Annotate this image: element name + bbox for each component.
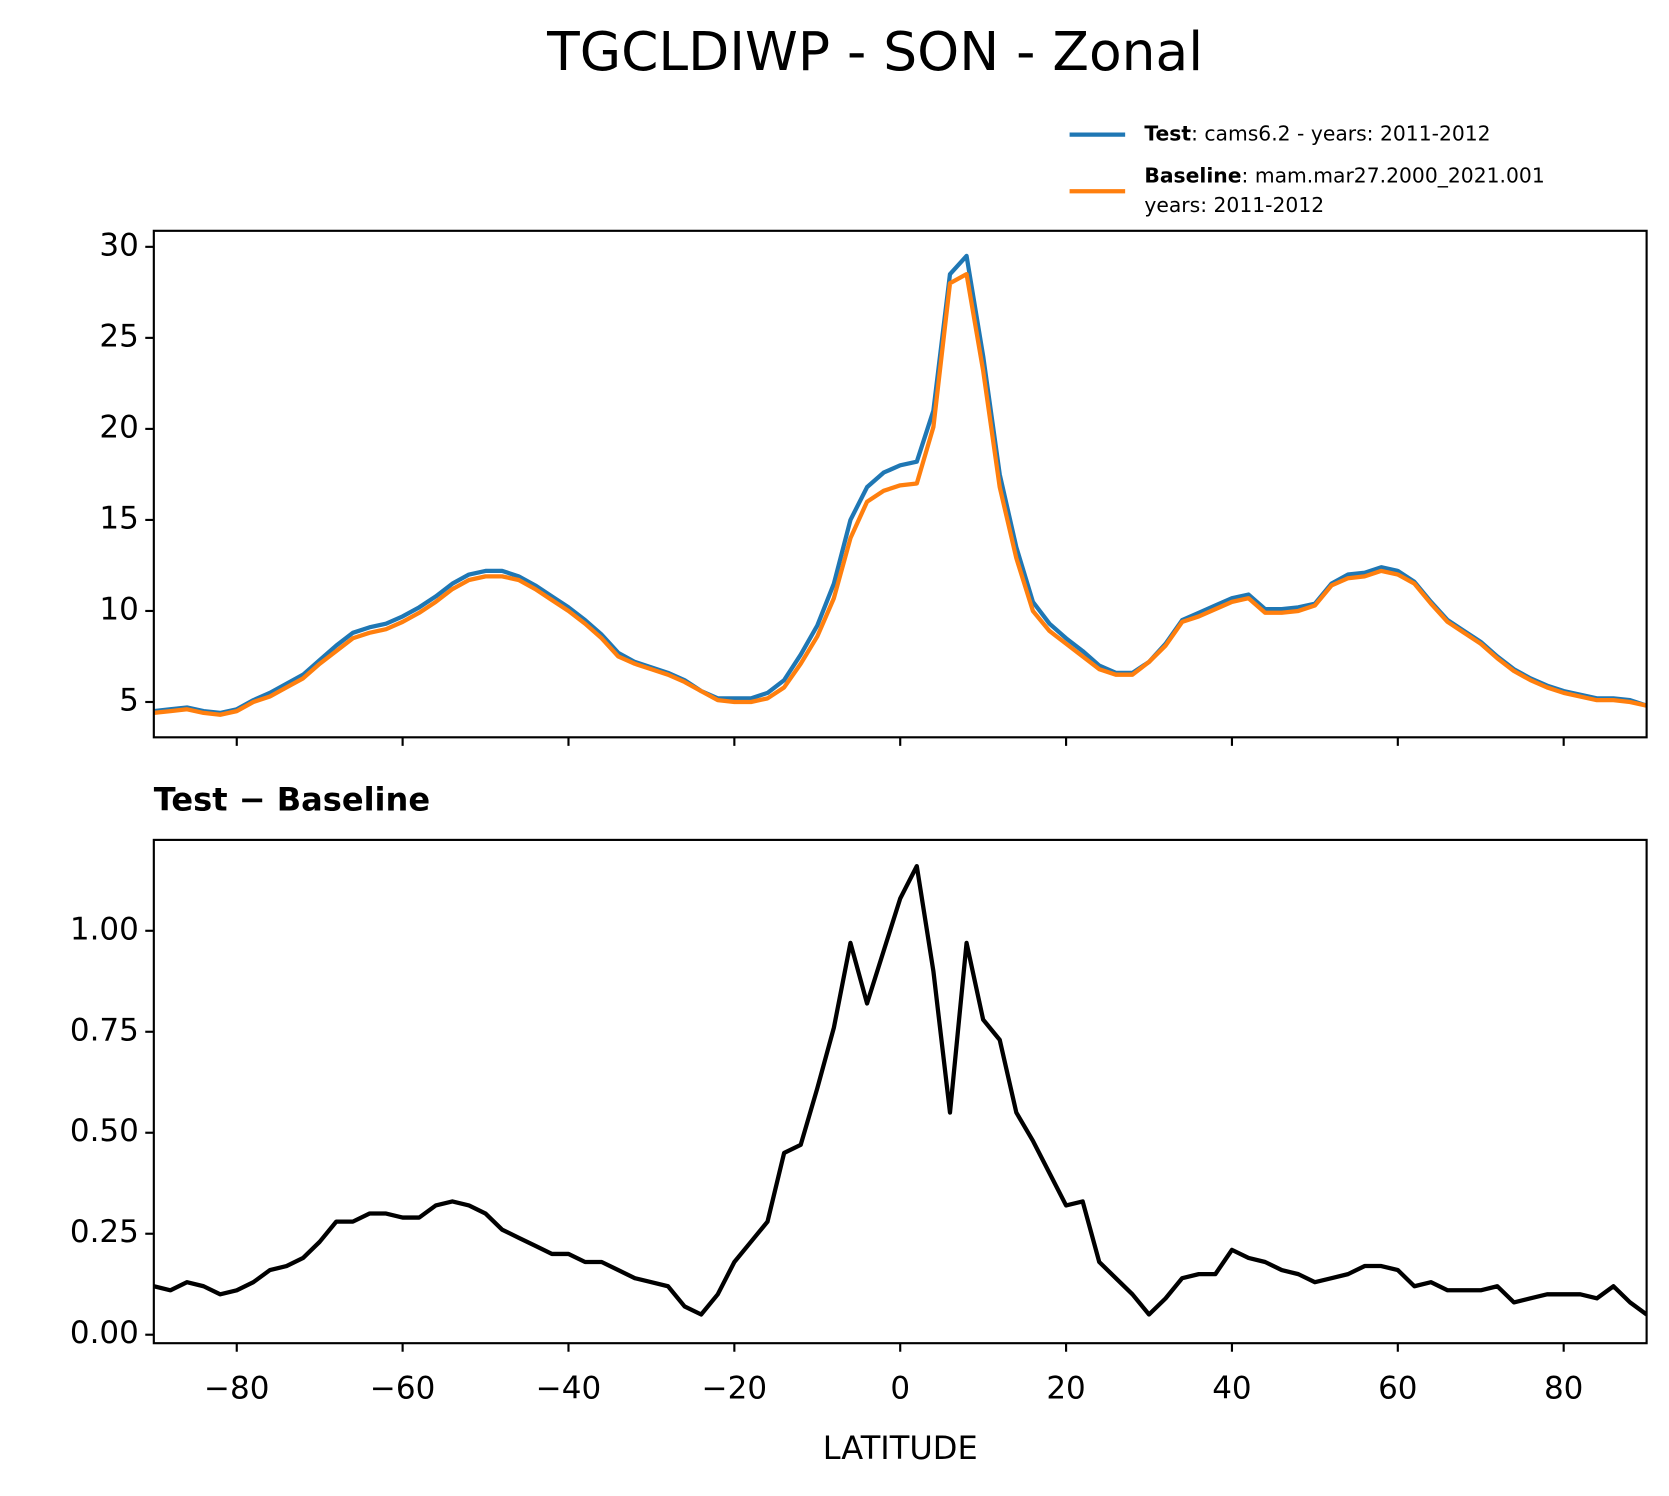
y-tick-label: 0.50	[70, 1113, 139, 1149]
series-line	[153, 864, 1647, 1317]
x-tick-label: −80	[204, 1371, 269, 1407]
x-tick-label: 40	[1212, 1371, 1251, 1407]
y-tick-label: 1.00	[70, 911, 139, 947]
y-tick-label: 0.25	[70, 1214, 139, 1250]
x-tick-label: 80	[1544, 1371, 1583, 1407]
x-tick-label: −60	[370, 1371, 435, 1407]
legend-entry: Test: cams6.2 - years: 2011-2012	[1144, 122, 1490, 146]
y-tick-label: 15	[99, 500, 138, 536]
y-tick-label: 30	[99, 227, 138, 263]
legend-entry: Baseline: mam.mar27.2000_2021.001	[1144, 163, 1544, 188]
legend-name: Test	[1144, 122, 1191, 146]
legend-label: years: 2011-2012	[1144, 193, 1324, 217]
legend-label: : mam.mar27.2000_2021.001	[1242, 163, 1545, 188]
y-tick-label: 0.00	[70, 1315, 139, 1351]
x-tick-label: 0	[890, 1371, 910, 1407]
y-tick-label: 0.75	[70, 1012, 139, 1048]
x-tick-label: 60	[1378, 1371, 1417, 1407]
subplot-title: Test − Baseline	[154, 780, 430, 818]
x-tick-label: −40	[536, 1371, 601, 1407]
x-tick-label: −20	[702, 1371, 767, 1407]
y-tick-label: 5	[119, 682, 139, 718]
x-tick-label: 20	[1046, 1371, 1085, 1407]
y-tick-label: 20	[99, 409, 138, 445]
legend-name: Baseline	[1144, 163, 1241, 187]
y-tick-label: 10	[99, 591, 138, 627]
axes-frame	[152, 229, 1648, 739]
series-line	[153, 272, 1647, 717]
figure-title: TGCLDIWP - SON - Zonal	[546, 20, 1203, 83]
axes-frame	[152, 838, 1648, 1345]
y-tick-label: 25	[99, 318, 138, 354]
x-axis-label: LATITUDE	[823, 1429, 978, 1467]
series-line	[153, 253, 1647, 716]
legend-label: : cams6.2 - years: 2011-2012	[1191, 122, 1491, 146]
